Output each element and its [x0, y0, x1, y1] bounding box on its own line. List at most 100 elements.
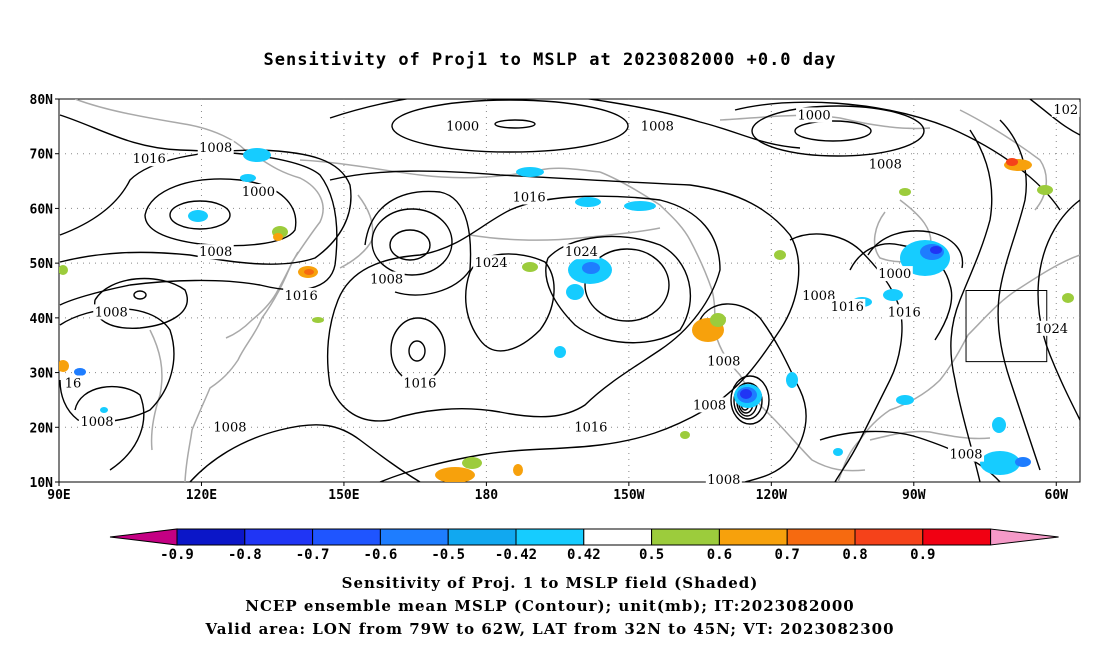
y-tick-label: 60N — [30, 202, 54, 217]
contour-label: 1024 — [1035, 322, 1068, 337]
contour-asia-1008 — [59, 149, 352, 265]
contour-label: 1000 — [878, 267, 911, 282]
contour-label-bg — [283, 287, 320, 303]
contour-label: 1008 — [802, 289, 835, 304]
contour-label-bg — [93, 304, 130, 320]
contour-high-pacific-inner — [584, 248, 670, 322]
shade-blue-arctic-3 — [624, 201, 656, 211]
colorbar-label: 0.7 — [775, 547, 800, 563]
contour-cyclone-5 — [730, 375, 770, 425]
contour-label: 1016 — [513, 190, 546, 205]
contour-label: 1016 — [831, 300, 864, 315]
contour-label: 1024 — [565, 245, 598, 260]
shade-blue-arctic-1 — [516, 167, 544, 177]
contour-label-bg — [796, 107, 833, 123]
contour-label: 16 — [65, 377, 82, 392]
contour-label-bg — [1033, 320, 1070, 336]
shade-red-greenland — [1006, 158, 1018, 166]
colorbar: -0.9 -0.8 -0.7 -0.6 -0.5 -0.42 0.42 0.5 0.6 0.7 0.… — [109, 528, 1059, 563]
contour-label-bg — [444, 118, 481, 134]
x-tick-label: 60W — [1045, 488, 1069, 503]
contour-atlantic-high-north — [1029, 99, 1080, 136]
shade-blue-caribbean-2 — [1015, 457, 1031, 467]
shade-green-pacific-3 — [680, 431, 690, 439]
axis-labels: 90E 120E 150E 180 150W 120W 90W 60W 10N 20N 30N 40N… — [30, 93, 1069, 503]
contour-label-bg — [211, 419, 248, 435]
contour-label-bg — [572, 419, 609, 435]
x-tick-label: 150E — [328, 488, 359, 503]
shade-orange-dateline-2 — [513, 464, 523, 476]
shade-green-india — [59, 265, 68, 275]
shade-blue-small-2 — [833, 448, 843, 456]
colorbar-label: 0.8 — [842, 547, 867, 563]
contour-label-bg — [197, 244, 234, 260]
contour-label: 1008 — [707, 473, 740, 488]
footer-line-3: Valid area: LON from 79W to 62W, LAT fro… — [205, 620, 895, 638]
shade-blue-arctic-2 — [575, 197, 601, 207]
contour-na-1000 — [867, 230, 964, 269]
contour-low-arctic-inner — [494, 119, 536, 129]
contour-mexico-1008 — [699, 303, 807, 482]
shade-blue-mexico — [786, 372, 798, 388]
x-tick-label: 120E — [186, 488, 217, 503]
colorbar-label: -0.9 — [160, 547, 194, 563]
contour-label: 1016 — [574, 420, 607, 435]
colorbar-label: -0.7 — [296, 547, 330, 563]
x-tick-label: 150W — [613, 488, 644, 503]
x-tick-label: 90W — [902, 488, 926, 503]
contour-label: 1008 — [199, 141, 232, 156]
coastline-japan — [225, 251, 299, 339]
colorbar-swatch — [718, 528, 788, 546]
contour-label-bg — [876, 266, 913, 282]
contour-india-1000 — [74, 385, 145, 471]
colorbar-label: -0.8 — [228, 547, 262, 563]
colorbar-swatch — [854, 528, 924, 546]
contour-label-bg — [705, 472, 742, 487]
colorbar-label: -0.6 — [364, 547, 398, 563]
contour-label: 102 — [1053, 103, 1078, 118]
contour-label: 1008 — [199, 245, 232, 260]
contour-tropics-1008 — [189, 424, 421, 482]
contour-label: 1016 — [403, 377, 436, 392]
shade-green-dateline — [462, 457, 482, 469]
contour-pacific-1016 — [326, 195, 721, 422]
colorbar-swatch — [379, 528, 449, 546]
colorbar-swatch — [786, 528, 856, 546]
lat-lon-grid — [59, 99, 1080, 482]
contour-label: 1008 — [95, 305, 128, 320]
contour-label-bg — [1051, 101, 1080, 117]
mslp-contours — [59, 99, 1080, 482]
contour-label-bg — [829, 298, 866, 314]
y-tick-label: 50N — [30, 257, 54, 272]
shade-blue-siberia — [243, 148, 271, 162]
shade-blue-canada-inner — [930, 246, 942, 254]
contour-label: 1008 — [370, 273, 403, 288]
contour-pacific-1008 — [329, 170, 800, 482]
shade-blue-na-east — [883, 289, 903, 301]
contour-label-bg — [511, 189, 548, 205]
contour-label-bg — [197, 140, 234, 156]
coastline-aleutians — [469, 227, 661, 241]
contour-label-bg — [473, 255, 510, 271]
shade-green-mexico — [710, 313, 726, 327]
contour-arctic-1008 — [329, 99, 801, 149]
contour-gulf-1008 — [819, 430, 1001, 482]
colorbar-swatch — [922, 528, 992, 546]
contour-label: 1008 — [707, 355, 740, 370]
colorbar-swatch — [515, 528, 585, 546]
contour-label-bg — [948, 446, 985, 462]
footer-line-1: Sensitivity of Proj. 1 to MSLP field (Sh… — [341, 574, 759, 592]
colorbar-swatch — [244, 528, 314, 546]
contour-label: 1008 — [693, 398, 726, 413]
shade-green-pacific-2 — [774, 250, 786, 260]
contour-low-canada-1000 — [751, 105, 925, 157]
shade-blue-cyclone-3 — [740, 389, 752, 399]
contour-label: 1024 — [475, 256, 508, 271]
shade-blue-alaska-tail — [566, 284, 584, 300]
shade-green-greenland — [1037, 185, 1053, 195]
contour-china-1008 — [94, 277, 188, 329]
contour-high-pacific-1024 — [545, 235, 692, 344]
colorbar-swatch — [583, 528, 653, 546]
contour-label-bg — [639, 118, 676, 134]
